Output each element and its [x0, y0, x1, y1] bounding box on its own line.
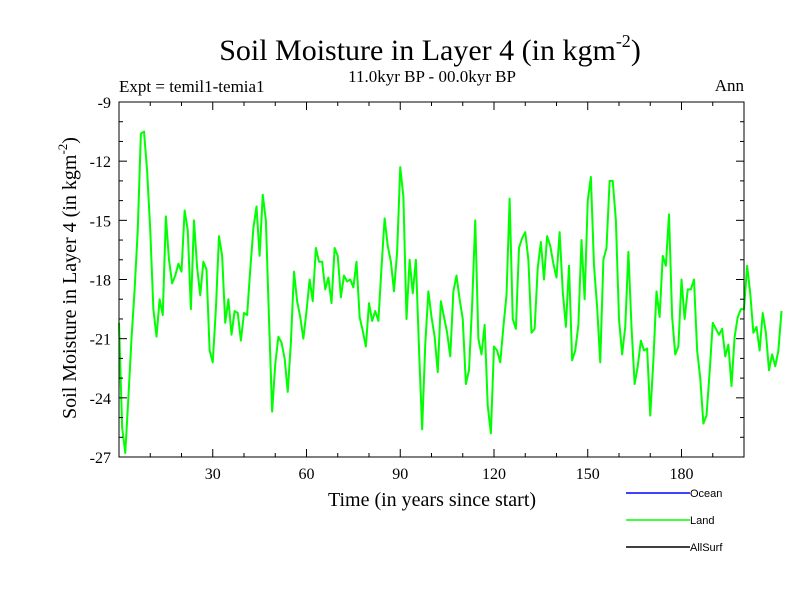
- x-tick-label: 150: [576, 466, 600, 483]
- experiment-label: Expt = temil1-temia1: [119, 77, 265, 96]
- legend-label-ocean: Ocean: [690, 488, 722, 500]
- legend: Ocean Land AllSurf: [626, 488, 723, 554]
- x-tick-label: 90: [392, 466, 408, 483]
- x-tick-label: 120: [482, 466, 506, 483]
- plot-frame: [118, 101, 745, 458]
- x-tick-label: 30: [205, 466, 221, 483]
- ticks-layer: -27 -24 -21 -18 -15 -12 -9 30 60 90 120 150 180: [90, 95, 744, 483]
- y-tick-label: -9: [98, 95, 111, 112]
- y-tick-label: -15: [90, 213, 111, 230]
- chart-title: Soil Moisture in Layer 4 (in kgm-2): [219, 31, 641, 67]
- x-axis-label: Time (in years since start): [328, 489, 536, 511]
- legend-label-land: Land: [690, 515, 714, 527]
- x-tick-label: 180: [670, 466, 694, 483]
- y-tick-label: -24: [90, 391, 111, 408]
- legend-label-allsurf: AllSurf: [690, 542, 723, 554]
- y-tick-label: -12: [90, 154, 111, 171]
- y-tick-label: -21: [90, 332, 111, 349]
- season-label: Ann: [715, 76, 745, 95]
- series-line-land: [118, 130, 783, 455]
- series-layer: [118, 130, 783, 455]
- y-tick-label: -27: [90, 450, 111, 467]
- chart-subtitle: 11.0kyr BP - 00.0kyr BP: [348, 67, 516, 86]
- x-tick-label: 60: [299, 466, 315, 483]
- y-tick-label: -18: [90, 273, 111, 290]
- y-axis-label: Soil Moisture in Layer 4 (in kgm-2): [55, 137, 81, 419]
